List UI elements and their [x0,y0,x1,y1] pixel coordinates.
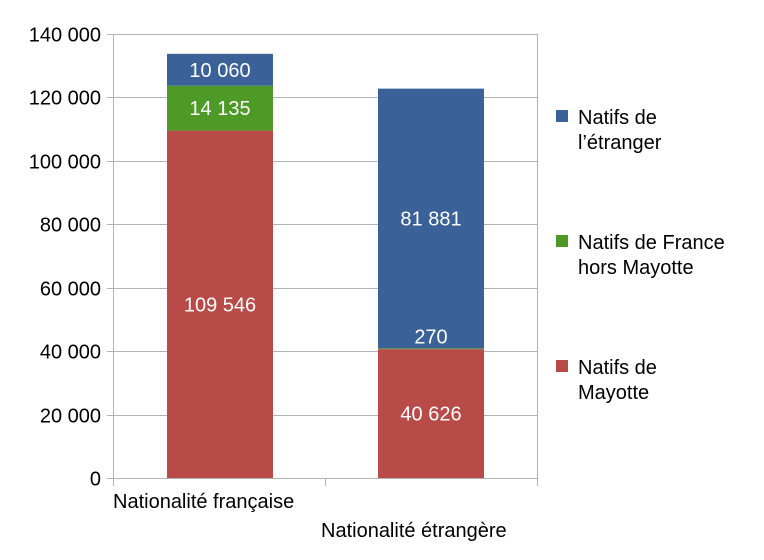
legend: Natifs de l’étranger Natifs de France hors … [556,107,725,404]
bar-segment-1-2 [378,88,484,349]
legend-swatch-1 [556,235,568,247]
bar-segment-0-1 [167,85,273,131]
y-tick-label-5: 100 000 [29,152,101,174]
legend-label-1-line-1: hors Mayotte [578,257,694,279]
data-label-0-0: 109 546 [184,294,256,316]
legend-label-2-line-1: Mayotte [578,382,649,404]
data-label-1-2: 81 881 [400,208,461,230]
y-tick-label-7: 140 000 [29,25,101,47]
y-tick-label-6: 120 000 [29,88,101,110]
bars: 109 546 14 135 10 060 40 626 270 81 881 [167,53,484,478]
legend-label-2-line-0: Natifs de [578,357,657,379]
y-tick-label-2: 40 000 [40,342,101,364]
bar-segment-0-0 [167,130,273,478]
bar-segment-1-1 [378,348,484,350]
y-tick-label-4: 80 000 [40,215,101,237]
data-label-0-2: 10 060 [189,60,250,82]
legend-swatch-0 [556,110,568,122]
data-label-1-1: 270 [414,326,447,348]
bar-segment-0-2 [167,53,273,86]
y-tick-label-1: 20 000 [40,406,101,428]
x-category-label-0: Nationalité française [113,491,294,513]
y-tick-label-0: 0 [90,469,101,491]
legend-label-1-line-0: Natifs de France [578,232,725,254]
y-tick-label-3: 60 000 [40,279,101,301]
legend-swatch-2 [556,360,568,372]
data-label-1-0: 40 626 [400,404,461,426]
x-category-label-1: Nationalité étrangère [321,520,507,542]
bar-segment-1-0 [378,349,484,478]
y-axis: 0 20 000 40 000 60 000 80 000 100 000 120 000 1… [29,25,538,491]
x-axis: Nationalité française Nationalité étrangè… [113,478,537,542]
legend-label-0-line-0: Natifs de [578,107,657,129]
data-label-0-1: 14 135 [189,98,250,120]
legend-label-0-line-1: l’étranger [578,132,662,154]
